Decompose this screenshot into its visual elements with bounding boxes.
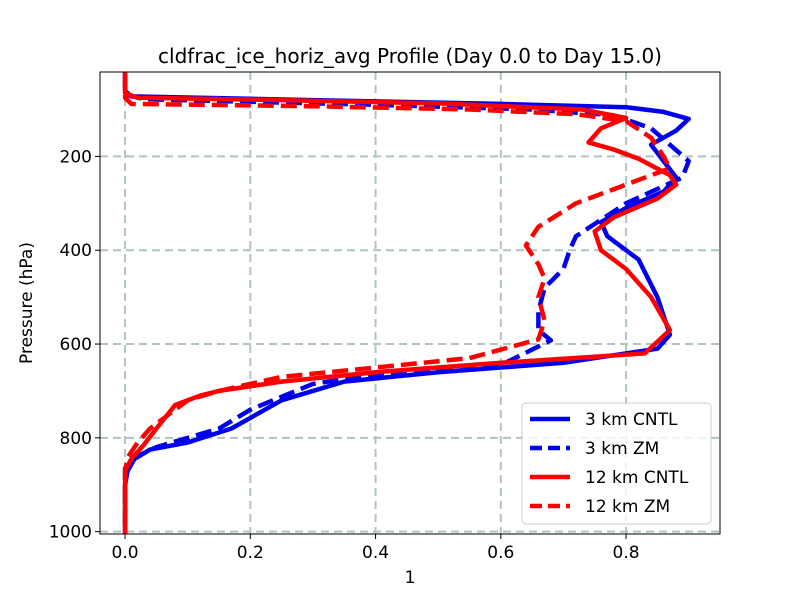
legend-label: 12 km ZM [585,497,670,517]
y-tick-label: 400 [60,241,92,261]
series-line-12-km-cntl [122,72,679,534]
x-tick-label: 0.8 [613,543,640,563]
legend: 3 km CNTL 3 km ZM 12 km CNTL 12 km ZM [521,402,712,525]
y-tick-label: 800 [60,429,92,449]
legend-label: 12 km CNTL [585,468,689,488]
y-tick-label: 600 [60,335,92,355]
chart-title: cldfrac_ice_horiz_avg Profile (Day 0.0 t… [158,44,662,68]
x-tick-label: 0.2 [237,543,264,563]
x-tick-label: 0.0 [112,543,139,563]
legend-box [521,402,712,525]
x-axis-ticks: 0.0 0.2 0.4 0.6 0.8 [112,534,640,563]
series-line-12-km-zm [122,72,673,534]
x-tick-label: 0.4 [362,543,389,563]
y-axis-ticks: 200 400 600 800 1000 [49,147,100,543]
y-axis-label: Pressure (hPa) [17,242,37,364]
x-tick-label: 0.6 [487,543,514,563]
legend-label: 3 km ZM [585,439,659,459]
y-tick-label: 200 [60,147,92,167]
series-line-3-km-cntl [122,72,691,534]
x-axis-label: 1 [405,568,416,588]
series-group [122,72,691,534]
series-line-3-km-zm [122,72,691,534]
plot-frame [99,71,721,535]
legend-label: 3 km CNTL [585,410,678,430]
y-tick-label: 1000 [49,523,92,543]
